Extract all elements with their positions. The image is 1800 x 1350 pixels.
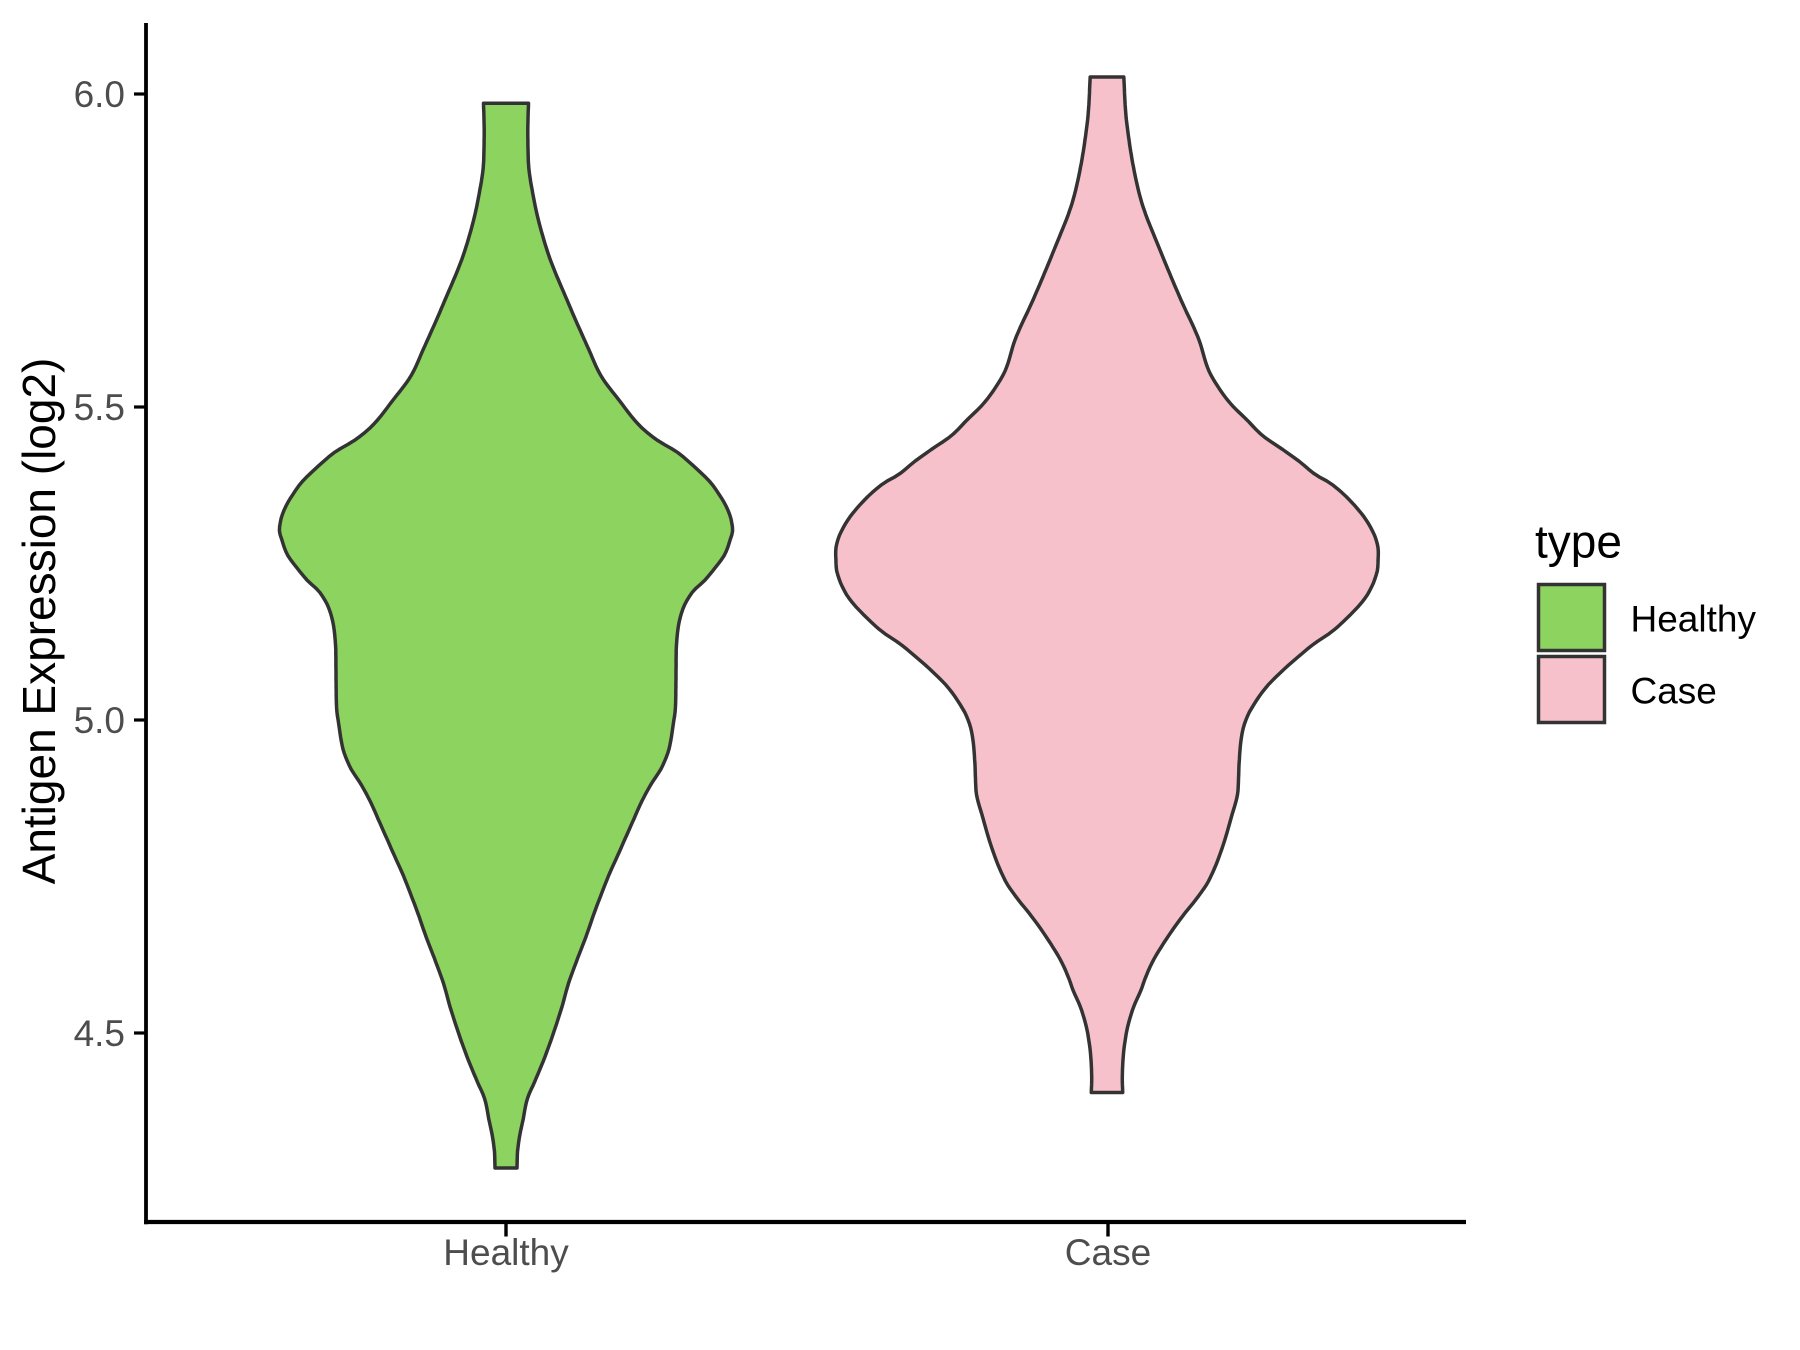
svg-text:Case: Case <box>1631 671 1717 712</box>
svg-text:5.0: 5.0 <box>74 700 125 741</box>
svg-text:Case: Case <box>1065 1232 1151 1273</box>
svg-text:6.0: 6.0 <box>74 74 125 115</box>
svg-text:4.5: 4.5 <box>74 1013 125 1054</box>
svg-text:Healthy: Healthy <box>443 1232 569 1273</box>
svg-text:Antigen Expression (log2): Antigen Expression (log2) <box>13 358 65 885</box>
svg-text:5.5: 5.5 <box>74 387 125 428</box>
svg-text:Healthy: Healthy <box>1631 599 1757 640</box>
svg-text:type: type <box>1535 516 1622 568</box>
